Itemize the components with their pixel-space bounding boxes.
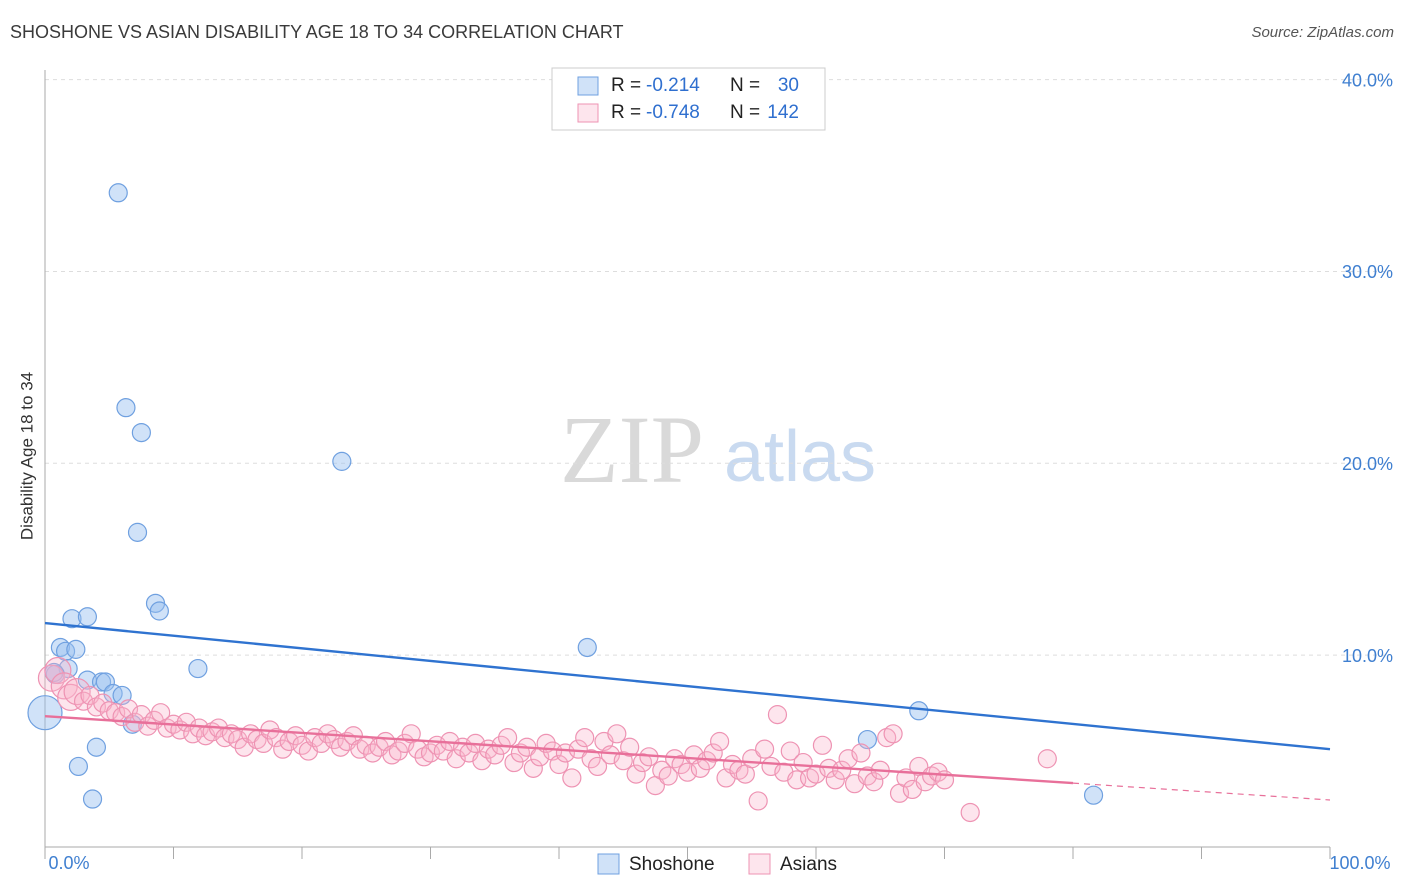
point bbox=[851, 743, 871, 763]
point bbox=[780, 741, 800, 761]
point bbox=[754, 739, 775, 759]
source: Source: ZipAtlas.com bbox=[1251, 24, 1394, 41]
point bbox=[960, 802, 980, 823]
point bbox=[562, 768, 582, 788]
point bbox=[710, 731, 730, 752]
legend-swatch bbox=[597, 853, 620, 875]
point bbox=[1037, 749, 1057, 769]
stat-label: R = bbox=[611, 102, 641, 123]
y-tick-label: 40.0% bbox=[1342, 70, 1393, 90]
point bbox=[577, 637, 597, 658]
point bbox=[587, 756, 608, 777]
y-tick-label: 30.0% bbox=[1342, 262, 1393, 282]
point bbox=[767, 705, 788, 725]
stat-value: 142 bbox=[767, 102, 799, 123]
point bbox=[825, 770, 845, 790]
point bbox=[27, 695, 63, 731]
point bbox=[549, 754, 569, 775]
point bbox=[108, 183, 128, 203]
point bbox=[63, 677, 91, 706]
point bbox=[748, 791, 768, 811]
point bbox=[93, 693, 113, 713]
x-tick-label: 0.0% bbox=[48, 853, 89, 873]
point bbox=[555, 743, 576, 763]
stat-label: N = bbox=[730, 75, 760, 96]
point bbox=[50, 637, 71, 658]
point bbox=[504, 752, 524, 773]
point bbox=[273, 739, 293, 759]
point bbox=[116, 398, 136, 418]
point bbox=[928, 762, 948, 782]
point bbox=[149, 601, 169, 621]
point bbox=[883, 724, 903, 744]
point bbox=[95, 672, 115, 692]
chart-title: SHOSHONE VS ASIAN DISABILITY AGE 18 TO 3… bbox=[10, 22, 624, 42]
stat-label: N = bbox=[730, 102, 760, 123]
x-tick-label: 100.0% bbox=[1329, 853, 1390, 873]
point bbox=[677, 762, 698, 782]
point bbox=[44, 656, 72, 685]
point bbox=[620, 737, 640, 757]
point bbox=[658, 766, 678, 786]
point bbox=[1083, 785, 1104, 805]
y-tick-label: 10.0% bbox=[1342, 646, 1393, 666]
point bbox=[671, 754, 691, 775]
legend-swatch bbox=[748, 853, 771, 875]
point bbox=[832, 760, 852, 780]
y-tick-label: 20.0% bbox=[1342, 454, 1393, 474]
trend-line bbox=[1072, 782, 1331, 801]
point bbox=[77, 607, 98, 627]
point bbox=[498, 728, 518, 748]
point bbox=[864, 772, 884, 792]
point bbox=[388, 741, 408, 761]
point bbox=[82, 789, 103, 809]
point bbox=[189, 718, 209, 738]
series-1 bbox=[37, 656, 1057, 823]
point bbox=[909, 701, 929, 721]
point bbox=[66, 639, 86, 659]
point bbox=[703, 743, 723, 763]
point bbox=[812, 735, 833, 755]
stat-label: R = bbox=[611, 75, 641, 96]
stat-value: 30 bbox=[778, 75, 799, 96]
point bbox=[332, 451, 352, 471]
stat-value: -0.214 bbox=[646, 75, 700, 96]
stat-value: -0.748 bbox=[646, 102, 700, 123]
point bbox=[266, 728, 286, 748]
point bbox=[131, 423, 151, 443]
legend-swatch bbox=[577, 103, 599, 123]
point bbox=[626, 764, 646, 784]
trend-line bbox=[44, 621, 1331, 751]
point bbox=[68, 756, 89, 777]
watermark: atlas bbox=[724, 417, 876, 497]
legend-swatch bbox=[577, 76, 599, 96]
legend-label: Shoshone bbox=[629, 854, 715, 875]
legend-label: Asians bbox=[780, 854, 837, 875]
watermark: ZIP bbox=[560, 396, 704, 503]
point bbox=[523, 758, 543, 778]
point bbox=[607, 724, 627, 744]
point bbox=[62, 609, 82, 629]
point bbox=[575, 728, 595, 748]
point bbox=[188, 658, 208, 679]
point bbox=[127, 522, 148, 542]
point bbox=[581, 749, 601, 769]
y-axis-label: Disability Age 18 to 34 bbox=[17, 372, 36, 540]
point bbox=[86, 737, 107, 757]
trend-line bbox=[44, 714, 1074, 785]
